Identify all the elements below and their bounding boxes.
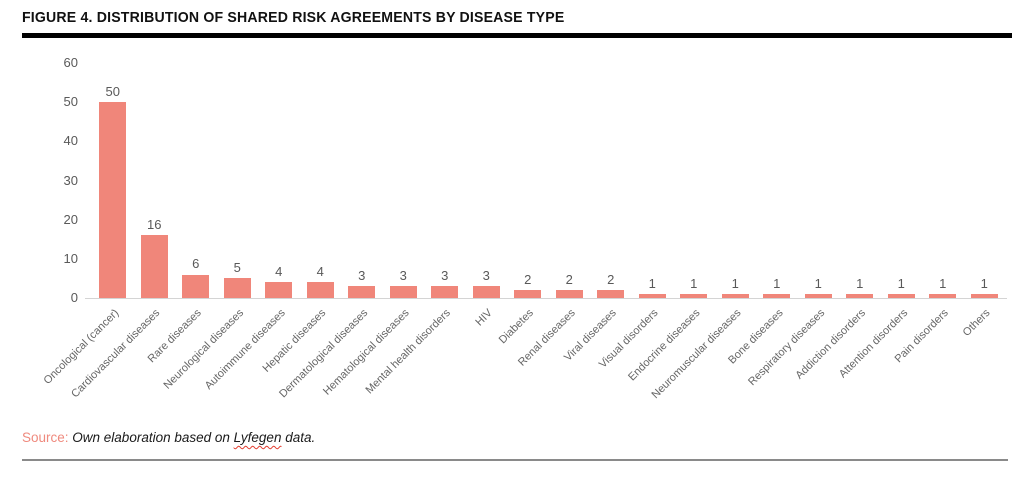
bar: [846, 294, 874, 298]
source-text-after: data.: [281, 430, 316, 445]
bar-column: 50 Oncological (cancer): [41, 63, 134, 387]
bar-value-label: 1: [814, 275, 822, 291]
bar-column: 3 HIV: [466, 63, 508, 328]
bar-value-label: 6: [192, 256, 200, 272]
x-axis-category-label: Neurological diseases: [161, 307, 246, 392]
bar-column: 4 Autoimmune diseases: [202, 63, 300, 392]
bar: [970, 294, 998, 298]
bar-value-label: 3: [441, 267, 449, 283]
bar-value-label: 2: [565, 271, 573, 287]
x-axis-category-label: Mental health disorders: [363, 307, 454, 397]
x-axis-category-label: Diabetes: [497, 307, 537, 347]
bar-column: 3 Mental health disorders: [364, 63, 466, 396]
x-axis-category-label: Addiction disorders: [793, 307, 869, 382]
bar-value-label: 3: [482, 267, 490, 283]
bar-column: 1 Others: [961, 63, 1006, 339]
bar-column: 3 Dermatological diseases: [277, 63, 383, 400]
y-axis-tick-label: 20: [63, 211, 78, 227]
bar-value-label: 1: [897, 275, 905, 291]
bar: [472, 286, 500, 298]
bar-column: 4 Hepatic diseases: [261, 63, 342, 375]
bar-value-label: 2: [524, 271, 532, 287]
bar-value-label: 1: [773, 275, 781, 291]
bar: [638, 294, 666, 298]
plot-area: 50 Oncological (cancer) 16 Cardiovascular d…: [41, 63, 1007, 401]
bar-column: 1 Addiction disorders: [794, 63, 881, 382]
bar: [929, 294, 957, 298]
source-line: Source: Own elaboration based on Lyfegen…: [22, 430, 315, 445]
y-axis-tick-label: 30: [63, 172, 78, 188]
bar-value-label: 1: [731, 275, 739, 291]
bar: [140, 235, 168, 298]
bar-value-label: 4: [275, 264, 283, 280]
y-axis-tick-label: 0: [70, 290, 78, 305]
bar-column: 2 Renal diseases: [516, 63, 591, 369]
bar-column: 6 Rare diseases: [146, 63, 217, 365]
bar: [389, 286, 417, 298]
bar-value-label: 16: [147, 217, 162, 233]
bar-column: 1 Attention disorders: [836, 63, 923, 380]
bar: [99, 102, 127, 298]
source-misspelled-word: Lyfegen: [233, 430, 282, 445]
bar: [431, 286, 459, 298]
bar-value-label: 2: [607, 271, 615, 287]
bar-column: 1 Respiratory diseases: [746, 63, 840, 388]
bar: [348, 286, 376, 298]
bar: [887, 294, 915, 298]
bar: [265, 282, 293, 298]
x-axis-category-label: HIV: [473, 307, 495, 329]
bar-value-label: 3: [358, 267, 366, 283]
source-text-before: Own elaboration based on: [68, 430, 234, 445]
bar-column: 2 Diabetes: [497, 63, 549, 346]
y-axis-tick-label: 40: [63, 133, 78, 149]
bar: [680, 294, 708, 298]
bar: [514, 290, 542, 298]
bar-value-label: 1: [690, 275, 698, 291]
bar-column: 5 Neurological diseases: [161, 63, 259, 392]
bar-value-label: 3: [399, 267, 407, 283]
bar: [721, 294, 749, 298]
bar-column: 1 Endocrine diseases: [626, 63, 715, 383]
bar-column: 16 Cardiovascular diseases: [70, 63, 176, 400]
y-axis-tick-label: 10: [63, 250, 78, 266]
x-axis-category-label: Autoimmune diseases: [202, 307, 288, 393]
bottom-rule: [22, 459, 1008, 461]
bar-column: 3 Hematological diseases: [321, 63, 425, 398]
y-axis-tick-label: 50: [63, 94, 78, 110]
bar-value-label: 4: [316, 264, 324, 280]
bar: [223, 278, 251, 298]
bar: [555, 290, 583, 298]
source-label: Source:: [22, 430, 69, 445]
bar-column: 1 Pain disorders: [893, 63, 964, 365]
bar: [182, 274, 210, 298]
y-axis-tick-label: 60: [63, 55, 78, 70]
x-axis-category-label: Oncological (cancer): [41, 307, 122, 387]
bar-value-label: 5: [233, 260, 241, 276]
bar-chart: 50 Oncological (cancer) 16 Cardiovascular d…: [0, 55, 1017, 430]
bar-value-label: 1: [856, 275, 864, 291]
bar-column: 1 Neuromuscular diseases: [650, 63, 757, 401]
bar: [804, 294, 832, 298]
bar-column: 2 Viral diseases: [562, 63, 632, 364]
bar-value-label: 50: [105, 83, 120, 99]
bar-value-label: 1: [980, 275, 988, 291]
x-axis-category-label: Endocrine diseases: [625, 307, 703, 384]
x-axis-line: [85, 298, 1007, 299]
figure-title: FIGURE 4. DISTRIBUTION OF SHARED RISK AG…: [22, 9, 565, 26]
bar: [306, 282, 334, 298]
bar: [763, 294, 791, 298]
bar: [597, 290, 625, 298]
title-rule: [22, 33, 1012, 38]
x-axis-category-label: Others: [960, 307, 993, 339]
bar-value-label: 1: [648, 275, 656, 291]
bar-value-label: 1: [939, 275, 947, 291]
bar-column: 1 Bone diseases: [726, 63, 798, 367]
bar-column: 1 Visual disorders: [597, 63, 674, 371]
x-axis-category-label: Respiratory diseases: [745, 307, 827, 389]
